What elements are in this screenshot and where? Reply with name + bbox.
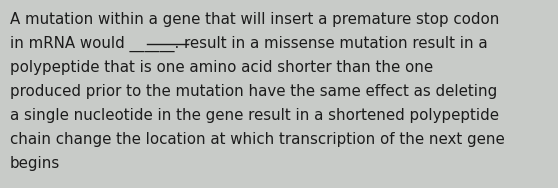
Text: in mRNA would ______. result in a missense mutation result in a: in mRNA would ______. result in a missen… <box>10 36 488 52</box>
Text: produced prior to the mutation have the same effect as deleting: produced prior to the mutation have the … <box>10 84 497 99</box>
Text: polypeptide that is one amino acid shorter than the one: polypeptide that is one amino acid short… <box>10 60 433 75</box>
Text: a single nucleotide in the gene result in a shortened polypeptide: a single nucleotide in the gene result i… <box>10 108 499 123</box>
Text: begins: begins <box>10 156 60 171</box>
Text: chain change the location at which transcription of the next gene: chain change the location at which trans… <box>10 132 505 147</box>
Text: A mutation within a gene that will insert a premature stop codon: A mutation within a gene that will inser… <box>10 12 499 27</box>
